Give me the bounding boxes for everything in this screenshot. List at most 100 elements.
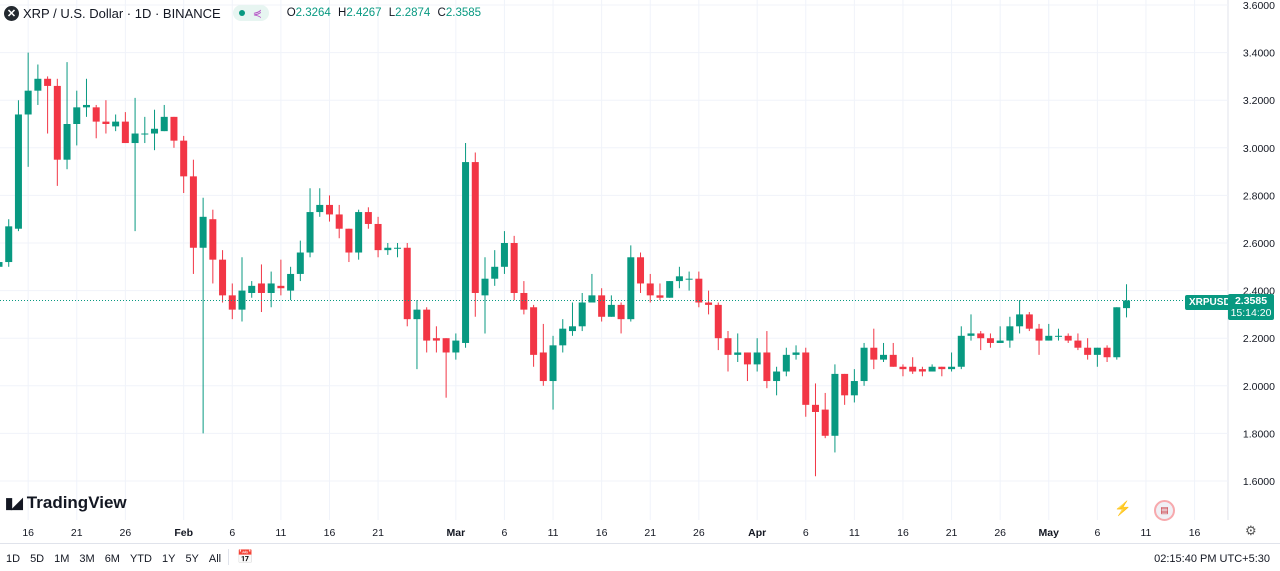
candle[interactable] [121, 112, 129, 144]
candle[interactable] [316, 188, 324, 217]
candle[interactable] [199, 197, 207, 434]
candle[interactable] [306, 188, 314, 258]
candle[interactable] [821, 392, 829, 439]
candle[interactable] [743, 352, 751, 382]
candle[interactable] [996, 326, 1004, 343]
candle[interactable] [394, 243, 402, 258]
candle[interactable] [82, 78, 90, 117]
candle[interactable] [277, 259, 285, 296]
candle[interactable] [384, 243, 392, 255]
candle[interactable] [510, 235, 518, 301]
candle[interactable] [685, 271, 693, 291]
candle[interactable] [1103, 345, 1111, 362]
candle[interactable] [957, 326, 965, 370]
candle[interactable] [267, 271, 275, 308]
candle[interactable] [705, 290, 713, 315]
candle[interactable] [1025, 312, 1033, 332]
candle[interactable] [1054, 328, 1062, 341]
candle[interactable] [180, 135, 188, 194]
candle[interactable] [1064, 333, 1072, 343]
candle[interactable] [870, 328, 878, 370]
candle[interactable] [627, 245, 635, 322]
candle[interactable] [909, 357, 917, 374]
candle[interactable] [598, 288, 606, 322]
candle[interactable] [92, 104, 100, 139]
candle[interactable] [73, 90, 81, 146]
candle[interactable] [899, 364, 907, 377]
candle[interactable] [491, 250, 499, 286]
candle[interactable] [539, 323, 547, 386]
candle[interactable] [675, 266, 683, 289]
candle[interactable] [228, 283, 236, 320]
candle[interactable] [734, 333, 742, 362]
candle[interactable] [530, 304, 538, 367]
candle[interactable] [189, 159, 197, 274]
tradingview-watermark[interactable]: ▮◢ TradingView [5, 493, 127, 513]
candle[interactable] [1016, 300, 1024, 334]
candle[interactable] [248, 281, 256, 298]
candle[interactable] [500, 231, 508, 274]
candle[interactable] [34, 64, 42, 105]
candle[interactable] [753, 338, 761, 372]
candle[interactable] [1074, 333, 1082, 351]
candle[interactable] [335, 204, 343, 239]
candle[interactable] [714, 302, 722, 351]
candle[interactable] [219, 250, 227, 303]
candle[interactable] [549, 335, 557, 410]
candle[interactable] [773, 366, 781, 396]
timeframe-5y[interactable]: 5Y [185, 553, 199, 565]
candle[interactable] [520, 281, 528, 315]
candle[interactable] [432, 326, 440, 353]
time-axis[interactable]: 16 21 26 Feb 6 11 16 21 Mar 6 11 16 21 26 Apr 6 11 16 21 26… [22, 527, 1200, 539]
candle[interactable] [423, 307, 431, 353]
candle[interactable] [1123, 284, 1131, 318]
symbol-title[interactable]: XRP / U.S. Dollar · 1D · BINANCE [23, 5, 221, 21]
candle[interactable] [238, 257, 246, 322]
candle[interactable] [831, 364, 839, 453]
candle[interactable] [1093, 347, 1101, 367]
candle[interactable] [841, 373, 849, 405]
candle[interactable] [938, 366, 946, 377]
candle[interactable] [880, 342, 888, 362]
candle[interactable] [617, 302, 625, 334]
lightning-icon[interactable]: ⚡ [1114, 500, 1132, 516]
candle[interactable] [102, 100, 110, 134]
timeframe-6m[interactable]: 6M [104, 553, 120, 565]
candle[interactable] [151, 109, 159, 151]
candle[interactable] [607, 295, 615, 317]
candle[interactable] [345, 228, 353, 263]
candle[interactable] [1045, 323, 1053, 341]
candle[interactable] [763, 331, 771, 389]
candle[interactable] [462, 143, 470, 348]
candle[interactable] [695, 271, 703, 308]
candle[interactable] [413, 300, 421, 370]
candle[interactable] [646, 273, 654, 303]
candle[interactable] [24, 52, 32, 167]
candle[interactable] [131, 97, 139, 232]
candle[interactable] [1084, 338, 1092, 360]
candle[interactable] [1006, 316, 1014, 348]
candle[interactable] [1113, 307, 1121, 360]
candle[interactable] [296, 240, 304, 282]
candle[interactable] [112, 114, 120, 132]
candle[interactable] [471, 152, 479, 317]
clock[interactable]: 02:15:40 PM UTC+5:30 [1154, 553, 1270, 565]
candle[interactable] [782, 347, 790, 377]
candle[interactable] [967, 314, 975, 341]
price-chart[interactable]: 3.60003.40003.20003.00002.80002.60002.40… [0, 0, 1280, 543]
candle[interactable] [948, 352, 956, 372]
calendar-goto-icon[interactable]: 📅 [228, 549, 253, 565]
candle[interactable] [724, 331, 732, 372]
gear-icon[interactable]: ⚙ [1245, 523, 1257, 538]
candle[interactable] [170, 116, 178, 148]
candle[interactable] [850, 369, 858, 403]
candle[interactable] [811, 383, 819, 477]
candle[interactable] [5, 219, 13, 267]
candle[interactable] [160, 104, 168, 132]
timeframe-1y[interactable]: 1Y [161, 553, 176, 565]
candle[interactable] [986, 333, 994, 348]
candle[interactable] [802, 347, 810, 417]
candle[interactable] [666, 281, 674, 298]
candle[interactable] [568, 302, 576, 336]
candle[interactable] [53, 78, 61, 186]
